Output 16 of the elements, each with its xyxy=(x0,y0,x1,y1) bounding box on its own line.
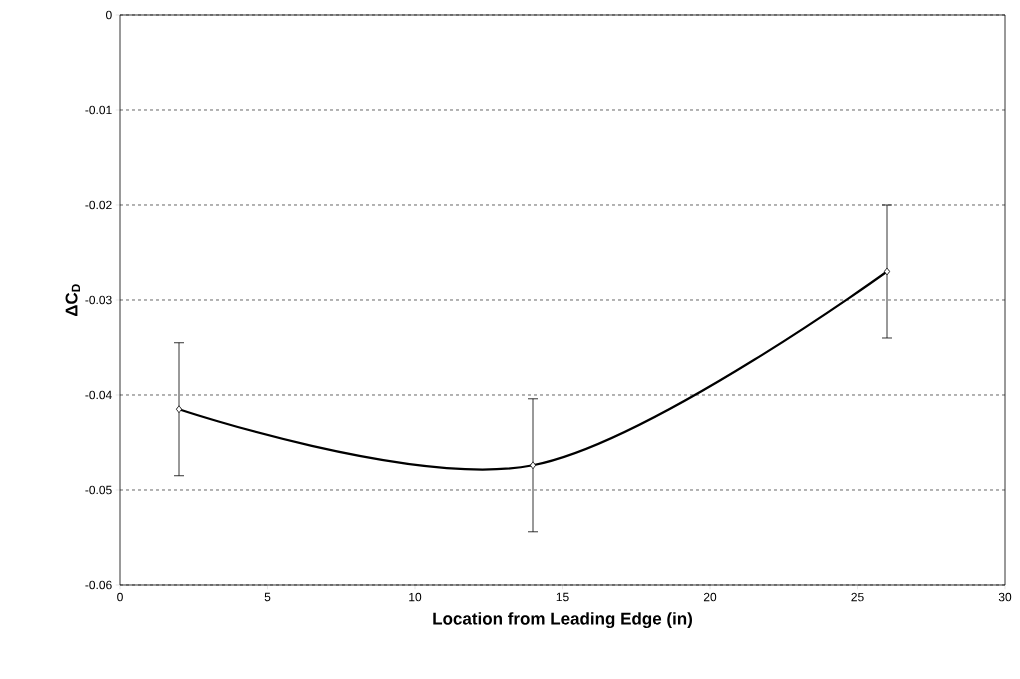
x-tick-label: 15 xyxy=(556,592,569,602)
y-tick-label: -0.03 xyxy=(85,295,112,305)
x-tick-label: 0 xyxy=(117,592,123,602)
x-tick-label: 10 xyxy=(409,592,422,602)
x-axis-title: Location from Leading Edge (in) xyxy=(433,612,692,629)
y-tick-label: -0.02 xyxy=(85,200,112,210)
x-tick-label: 5 xyxy=(264,592,271,602)
x-tick-label: 20 xyxy=(703,592,717,602)
y-axis-title: ΔC$_{D}$ xyxy=(65,284,80,317)
y-tick-label: -0.05 xyxy=(85,485,112,495)
y-tick-label: -0.04 xyxy=(85,390,112,400)
x-tick-label: 30 xyxy=(998,592,1012,602)
y-tick-label: -0.01 xyxy=(85,105,112,115)
y-tick-label: -0.06 xyxy=(85,580,112,590)
y-tick-label: 0 xyxy=(106,10,112,20)
x-tick-label: 25 xyxy=(851,592,864,602)
